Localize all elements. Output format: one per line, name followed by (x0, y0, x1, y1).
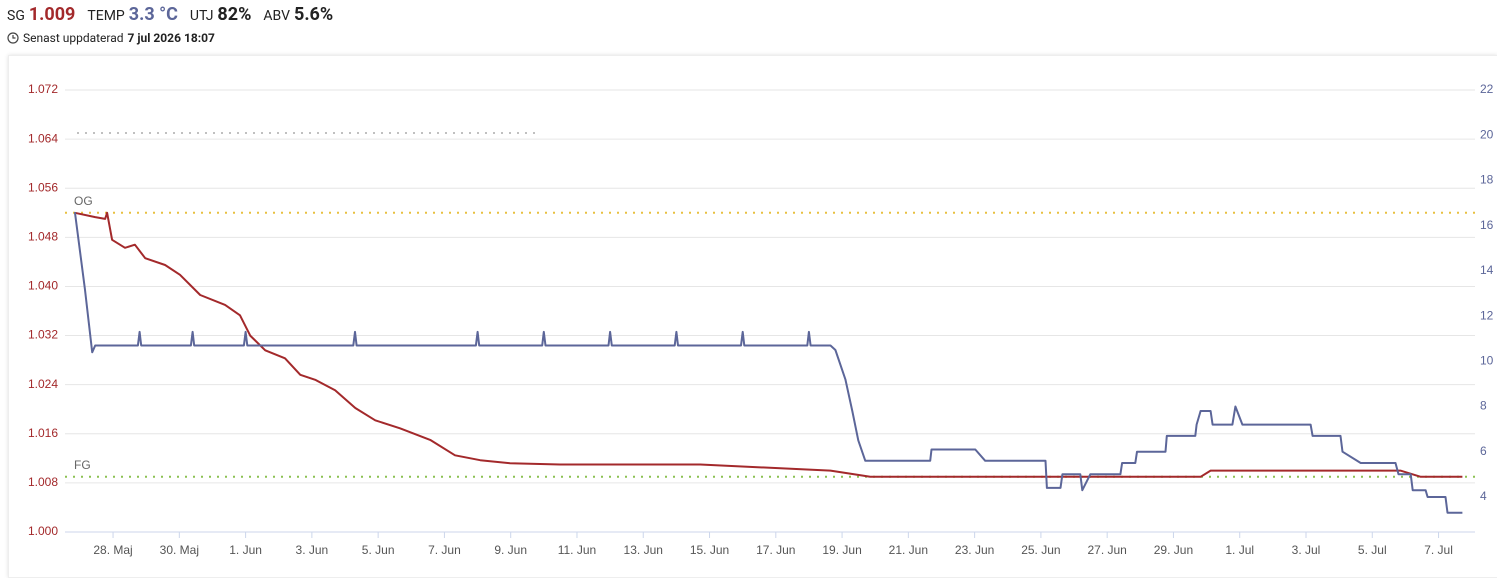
x-tick-label: 29. Jun (1154, 543, 1193, 557)
y2-tick-label: 10 (1480, 353, 1494, 367)
y-tick-label: 1.000 (28, 524, 58, 538)
y-tick-label: 1.064 (28, 131, 58, 145)
x-tick-label: 5. Jul (1358, 543, 1387, 557)
x-tick-label: 5. Jun (362, 543, 395, 557)
stat-label: SG (7, 8, 25, 24)
y2-tick-label: 8 (1480, 399, 1487, 413)
stat-value: 82% (217, 4, 252, 25)
x-tick-label: 15. Jun (690, 543, 729, 557)
y-tick-label: 1.040 (28, 279, 58, 293)
y2-tick-label: 12 (1480, 308, 1494, 322)
y2-tick-label: 22 (1480, 82, 1494, 96)
x-tick-label: 1. Jun (229, 543, 262, 557)
y2-tick-label: 16 (1480, 218, 1494, 232)
x-tick-label: 25. Jun (1021, 543, 1060, 557)
y2-tick-label: 14 (1480, 263, 1494, 277)
x-tick-label: 28. Maj (93, 543, 132, 557)
stat-value: 3.3 °C (128, 4, 178, 25)
reference-label: FG (74, 458, 91, 472)
reference-label: OG (74, 194, 93, 208)
y-tick-label: 1.056 (28, 180, 58, 194)
header: SG 1.009 TEMP 3.3 °C UTJ 82% ABV 5.6% (7, 4, 345, 25)
stat-value: 5.6% (294, 4, 334, 25)
y2-tick-label: 6 (1480, 444, 1487, 458)
x-tick-label: 23. Jun (955, 543, 994, 557)
series-line (73, 211, 1463, 514)
x-tick-label: 17. Jun (756, 543, 795, 557)
x-tick-label: 9. Jun (494, 543, 527, 557)
stat-label: TEMP (87, 8, 125, 24)
y2-tick-label: 18 (1480, 173, 1494, 187)
x-tick-label: 7. Jun (428, 543, 461, 557)
x-tick-label: 30. Maj (160, 543, 199, 557)
updated-label: Senast uppdaterad (23, 31, 124, 45)
updated-line: Senast uppdaterad 7 jul 2026 18:07 (7, 31, 215, 45)
y-tick-label: 1.016 (28, 426, 58, 440)
stat-label: ABV (263, 8, 290, 24)
stat-value: 1.009 (28, 4, 76, 25)
x-tick-label: 21. Jun (889, 543, 928, 557)
x-tick-label: 3. Jul (1292, 543, 1321, 557)
y-tick-label: 1.032 (28, 328, 58, 342)
series-line (74, 211, 1463, 478)
x-tick-label: 13. Jun (624, 543, 663, 557)
y2-tick-label: 20 (1480, 127, 1494, 141)
x-tick-label: 27. Jun (1087, 543, 1126, 557)
updated-time: 7 jul 2026 18:07 (127, 31, 215, 45)
y-tick-label: 1.008 (28, 475, 58, 489)
stat-label: UTJ (189, 8, 214, 24)
y-tick-label: 1.072 (28, 82, 58, 96)
y-tick-label: 1.048 (28, 230, 58, 244)
y-tick-label: 1.024 (28, 377, 58, 391)
y2-tick-label: 4 (1480, 489, 1487, 503)
x-tick-label: 1. Jul (1225, 543, 1254, 557)
x-tick-label: 3. Jun (296, 543, 329, 557)
x-tick-label: 11. Jun (558, 543, 596, 557)
x-tick-label: 7. Jul (1424, 543, 1453, 557)
x-tick-label: 19. Jun (822, 543, 861, 557)
clock-icon (7, 32, 19, 44)
